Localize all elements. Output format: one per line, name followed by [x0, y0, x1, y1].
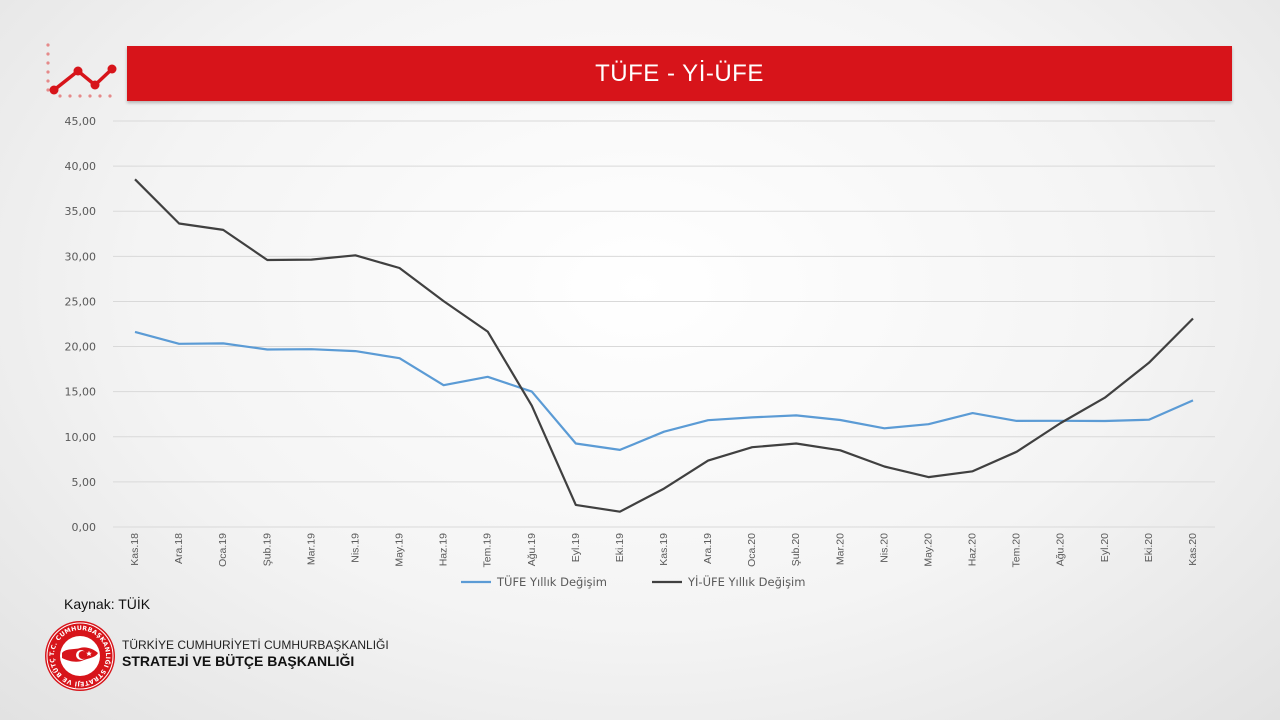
- page-title: TÜFE - Yİ-ÜFE: [595, 59, 764, 87]
- y-tick-label: 10,00: [65, 431, 97, 444]
- x-tick-label: Haz.19: [438, 533, 450, 566]
- y-tick-label: 25,00: [65, 295, 97, 308]
- x-tick-label: Şub.19: [261, 533, 273, 566]
- x-tick-label: Oca.19: [217, 533, 229, 567]
- source-label: Kaynak: TÜİK: [64, 596, 151, 612]
- org-name-line1: TÜRKİYE CUMHURİYETİ CUMHURBAŞKANLIĞI: [122, 638, 389, 652]
- x-tick-label: May.20: [922, 533, 934, 567]
- y-tick-label: 5,00: [72, 476, 97, 489]
- x-tick-label: May.19: [394, 533, 406, 567]
- legend: TÜFE Yıllık Değişim Yİ-ÜFE Yıllık Değişim: [461, 573, 805, 589]
- x-tick-label: Eyl.20: [1099, 533, 1111, 562]
- x-tick-label: Tem.19: [482, 533, 494, 568]
- title-bar: TÜFE - Yİ-ÜFE: [127, 46, 1232, 101]
- org-name-line2: STRATEJİ VE BÜTÇE BAŞKANLIĞI: [122, 653, 355, 669]
- x-tick-label: Kas.19: [658, 533, 670, 566]
- x-tick-label: Eyl.19: [570, 533, 582, 562]
- y-tick-label: 20,00: [65, 341, 97, 354]
- y-tick-label: 0,00: [72, 521, 97, 534]
- y-axis-ticks: 0,00 5,00 10,00 15,00 20,00 25,00 30,00 35,00 40…: [65, 115, 97, 534]
- x-tick-label: Tem.20: [1011, 533, 1023, 568]
- x-tick-label: Ara.18: [173, 533, 185, 564]
- seal-logo-icon: T.C. CUMHURBAŞKANLIĞI STRATEJİ VE BÜTÇE …: [44, 620, 115, 691]
- x-tick-label: Şub.20: [790, 533, 802, 566]
- x-tick-label: Ara.19: [702, 533, 714, 564]
- x-tick-label: Mar.19: [305, 533, 317, 565]
- y-tick-label: 40,00: [65, 160, 97, 173]
- x-tick-label: Kas.20: [1187, 533, 1199, 566]
- x-tick-label: Oca.20: [746, 533, 758, 567]
- y-tick-label: 30,00: [65, 250, 97, 263]
- yiufe-series-line: [134, 178, 1194, 513]
- x-tick-label: Mar.20: [834, 533, 846, 565]
- x-axis-ticks: Kas.18 Ara.18 Oca.19 Şub.19 Mar.19 Nis.19 May.…: [129, 533, 1199, 568]
- x-tick-label: Eki.20: [1143, 533, 1155, 562]
- y-tick-label: 45,00: [65, 115, 97, 128]
- x-tick-label: Ağu.19: [526, 533, 538, 566]
- line-chart-icon: [46, 43, 117, 98]
- x-tick-label: Haz.20: [967, 533, 979, 566]
- x-tick-label: Ağu.20: [1055, 533, 1067, 566]
- y-tick-label: 15,00: [65, 386, 97, 399]
- grid-lines: [113, 120, 1215, 528]
- x-tick-label: Kas.18: [129, 533, 141, 566]
- y-tick-label: 35,00: [65, 205, 97, 218]
- series-lines: [134, 178, 1194, 513]
- x-tick-label: Nis.19: [349, 533, 361, 563]
- x-tick-label: Nis.20: [878, 533, 890, 563]
- legend-label: Yİ-ÜFE Yıllık Değişim: [687, 573, 805, 589]
- tufe-series-line: [134, 330, 1194, 451]
- legend-label: TÜFE Yıllık Değişim: [496, 573, 607, 589]
- x-tick-label: Eki.19: [614, 533, 626, 562]
